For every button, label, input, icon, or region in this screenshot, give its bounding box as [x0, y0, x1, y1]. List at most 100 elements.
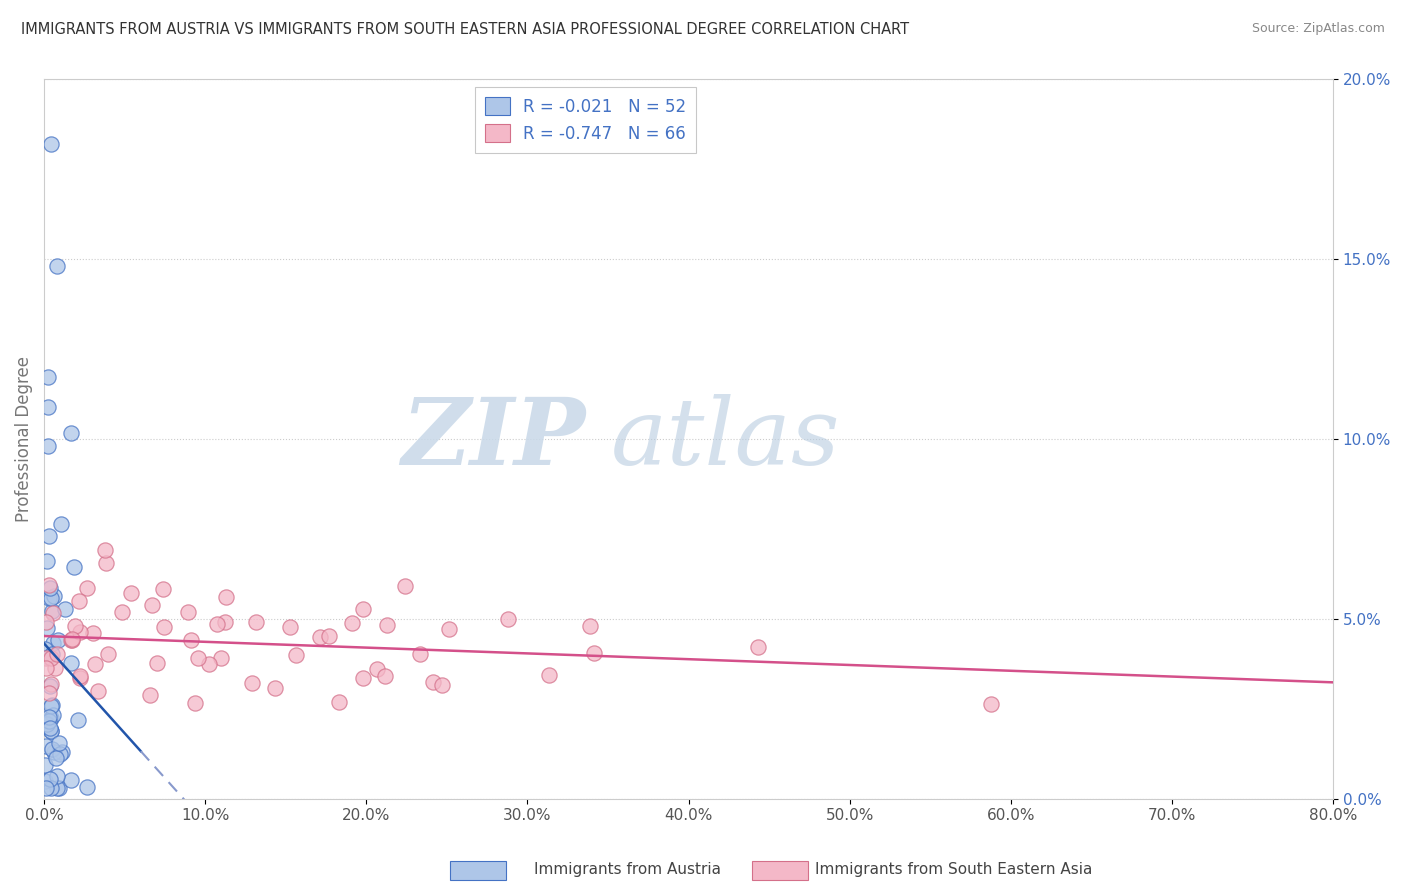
- Point: [209, 650, 232, 665]
- Point: [39, 677, 62, 691]
- Point: [284, 648, 307, 663]
- Point: [60, 426, 83, 441]
- Point: [377, 617, 399, 632]
- Point: [34, 774, 56, 789]
- Point: [76, 581, 98, 595]
- Point: [48, 780, 70, 795]
- Point: [39, 651, 62, 665]
- Point: [41, 698, 63, 713]
- Text: Immigrants from Austria: Immigrants from Austria: [534, 863, 721, 877]
- Point: [38, 679, 60, 693]
- Point: [215, 590, 238, 604]
- Point: [263, 681, 285, 695]
- Point: [39, 722, 62, 736]
- Point: [41, 647, 63, 661]
- Point: [342, 615, 364, 630]
- Point: [141, 598, 163, 612]
- Point: [245, 615, 267, 629]
- Point: [46, 259, 69, 273]
- Point: [432, 678, 454, 692]
- Text: Source: ZipAtlas.com: Source: ZipAtlas.com: [1251, 22, 1385, 36]
- Point: [35, 739, 58, 753]
- Point: [45, 751, 67, 765]
- Point: [422, 675, 444, 690]
- Point: [69, 671, 91, 685]
- Point: [83, 657, 105, 671]
- Point: [39, 581, 62, 595]
- Point: [59, 657, 82, 671]
- Point: [51, 745, 73, 759]
- Point: [187, 651, 209, 665]
- Point: [66, 714, 89, 728]
- Point: [177, 605, 200, 619]
- Point: [69, 625, 91, 640]
- Point: [394, 579, 416, 593]
- Point: [41, 698, 63, 713]
- Point: [145, 656, 167, 670]
- Point: [152, 582, 174, 596]
- Y-axis label: Professional Degree: Professional Degree: [15, 356, 32, 522]
- Point: [37, 400, 59, 414]
- Point: [39, 772, 62, 786]
- Point: [39, 711, 62, 725]
- Point: [53, 602, 76, 616]
- Point: [39, 724, 62, 739]
- Point: [60, 632, 83, 646]
- Point: [97, 647, 120, 661]
- Point: [44, 661, 66, 675]
- Point: [318, 629, 340, 643]
- Point: [60, 773, 83, 788]
- Point: [184, 696, 207, 710]
- Point: [37, 650, 59, 665]
- Point: [352, 601, 374, 615]
- Point: [69, 669, 91, 683]
- Point: [278, 620, 301, 634]
- Text: ZIP: ZIP: [401, 394, 585, 483]
- Point: [409, 647, 432, 661]
- Point: [366, 662, 388, 676]
- Point: [198, 657, 221, 671]
- Point: [65, 619, 87, 633]
- Point: [582, 646, 605, 660]
- Point: [374, 669, 396, 683]
- Point: [49, 747, 72, 761]
- Point: [41, 604, 63, 618]
- Point: [59, 633, 82, 648]
- Point: [980, 697, 1002, 711]
- Point: [34, 758, 56, 772]
- Text: Immigrants from South Eastern Asia: Immigrants from South Eastern Asia: [815, 863, 1092, 877]
- Point: [35, 650, 58, 665]
- Point: [35, 780, 58, 795]
- Point: [94, 543, 117, 558]
- Point: [38, 714, 60, 728]
- Point: [42, 636, 65, 650]
- Point: [138, 688, 160, 702]
- Point: [48, 736, 70, 750]
- Point: [37, 369, 59, 384]
- Point: [39, 780, 62, 795]
- Point: [35, 661, 58, 675]
- Text: IMMIGRANTS FROM AUSTRIA VS IMMIGRANTS FROM SOUTH EASTERN ASIA PROFESSIONAL DEGRE: IMMIGRANTS FROM AUSTRIA VS IMMIGRANTS FR…: [21, 22, 910, 37]
- Point: [747, 640, 769, 654]
- Point: [38, 686, 60, 700]
- Point: [67, 594, 90, 608]
- Point: [153, 620, 176, 634]
- Point: [437, 623, 460, 637]
- Point: [45, 647, 67, 661]
- Point: [205, 617, 228, 632]
- Point: [35, 615, 58, 630]
- Point: [60, 632, 83, 647]
- Point: [496, 612, 519, 626]
- Point: [76, 780, 98, 794]
- Legend: R = -0.021   N = 52, R = -0.747   N = 66: R = -0.021 N = 52, R = -0.747 N = 66: [475, 87, 696, 153]
- Point: [42, 708, 65, 723]
- Point: [45, 780, 67, 795]
- Point: [38, 591, 60, 606]
- Point: [44, 745, 66, 759]
- Point: [42, 606, 65, 620]
- Point: [39, 724, 62, 739]
- Point: [39, 591, 62, 605]
- Text: atlas: atlas: [612, 394, 841, 483]
- Point: [49, 516, 72, 531]
- Point: [39, 136, 62, 151]
